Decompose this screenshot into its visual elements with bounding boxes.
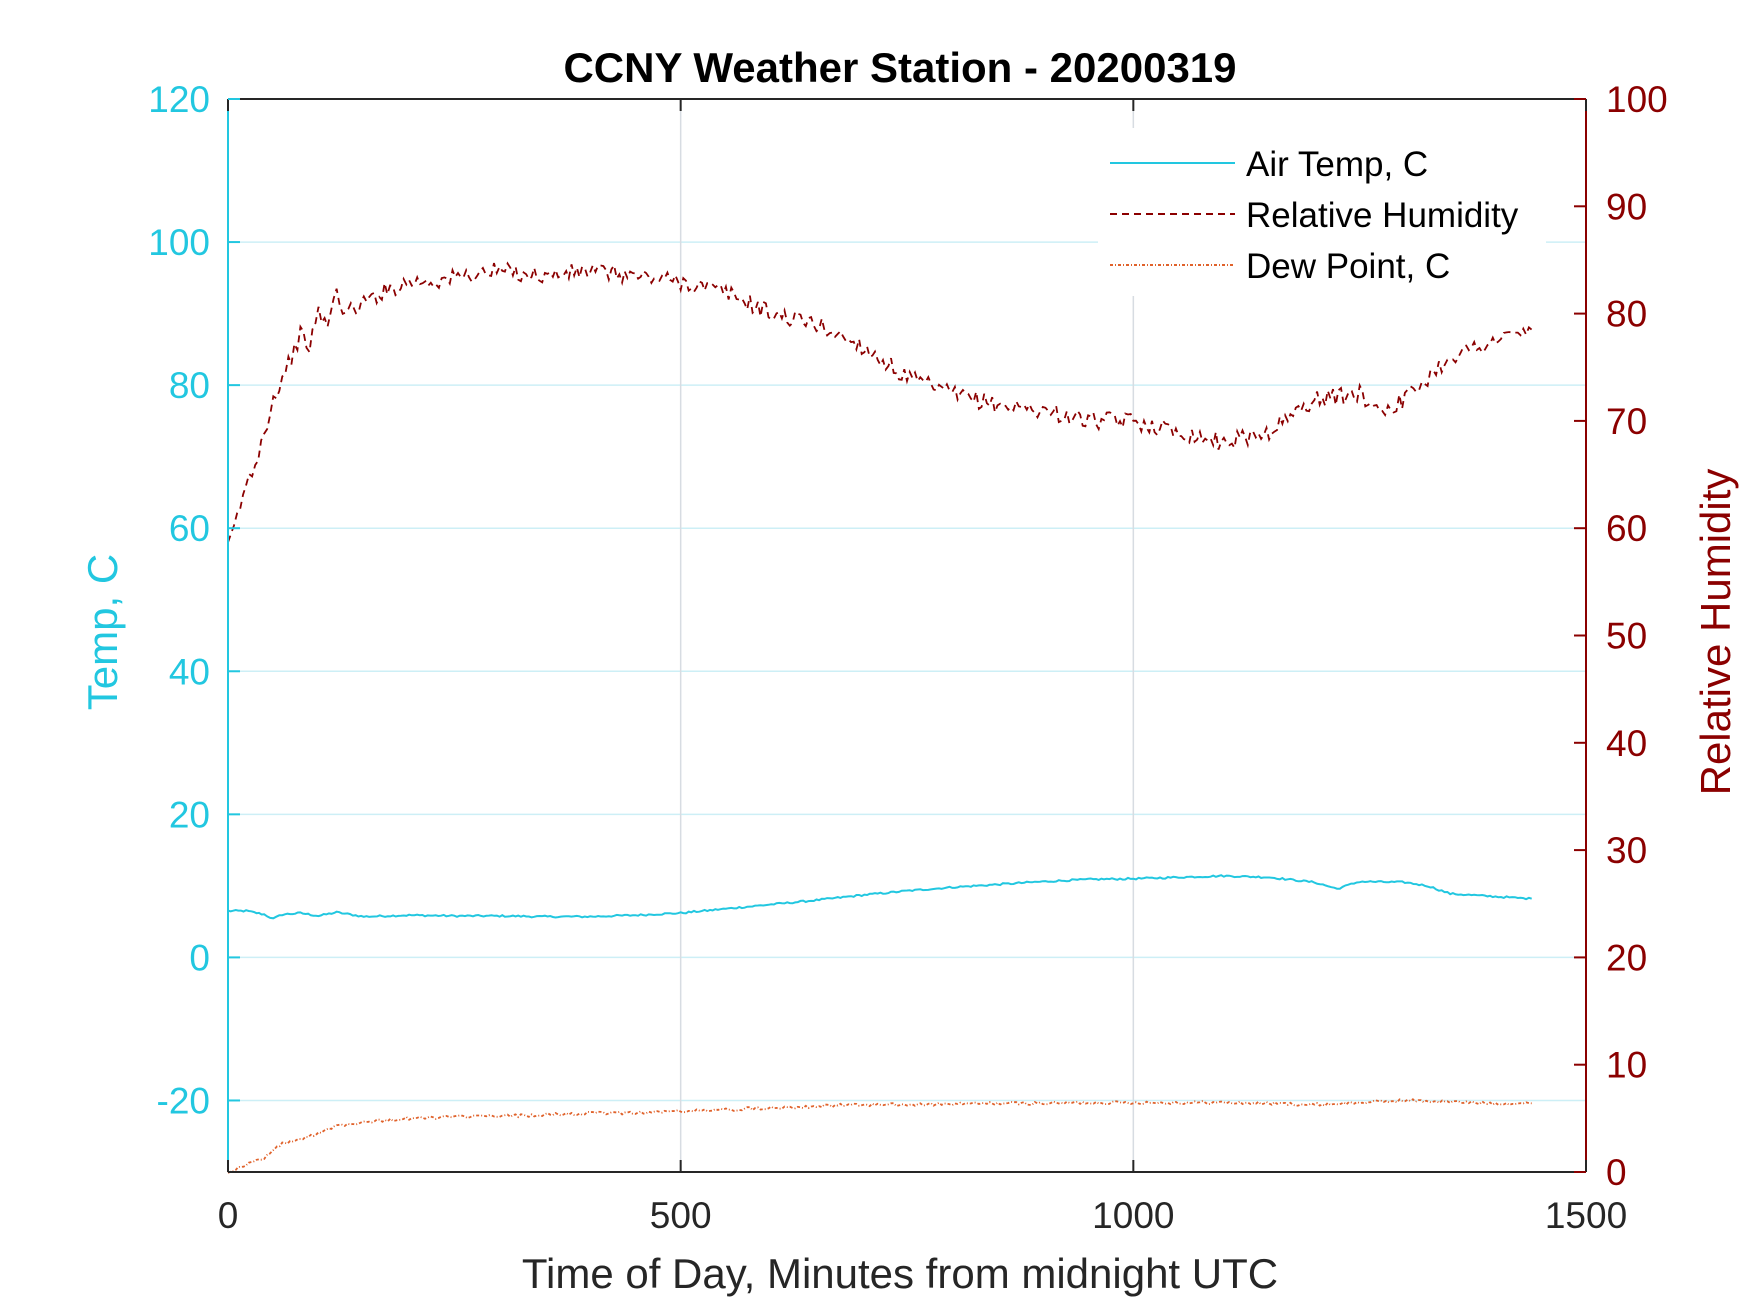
legend-label-air-temp: Air Temp, C: [1246, 145, 1428, 184]
legend-label-dew-point: Dew Point, C: [1246, 247, 1450, 286]
x-tick-label-2: 1000: [1092, 1195, 1174, 1236]
series-layer: [227, 261, 1533, 1174]
x-tick-label-0: 0: [218, 1195, 239, 1236]
y-right-tick-label-1: 10: [1606, 1045, 1647, 1086]
y-left-tick-label-1: 0: [189, 937, 210, 978]
y-right-tick-label-8: 80: [1606, 294, 1647, 335]
y-left-tick-label-2: 20: [169, 794, 210, 835]
legend: Air Temp, C Relative Humidity Dew Point,…: [1098, 128, 1546, 296]
y-right-tick-label-0: 0: [1606, 1152, 1627, 1193]
legend-label-relative-humidity: Relative Humidity: [1246, 196, 1519, 235]
y-right-tick-label-9: 90: [1606, 186, 1647, 227]
x-tick-label-3: 1500: [1545, 1195, 1627, 1236]
y-left-tick-label-3: 40: [169, 651, 210, 692]
y-right-tick-label-2: 20: [1606, 937, 1647, 978]
y-right-tick-label-10: 100: [1606, 79, 1668, 120]
chart-title: CCNY Weather Station - 20200319: [563, 44, 1236, 91]
series-line-2: [227, 1098, 1532, 1174]
y-left-tick-label-7: 120: [148, 79, 210, 120]
y-left-tick-label-4: 60: [169, 508, 210, 549]
series-line-0: [227, 874, 1533, 920]
x-tick-label-1: 500: [650, 1195, 712, 1236]
axis-layer: 0 500 1000 1500 -20 0 20 40 60 80 100 120 0 10 20 30 40 5…: [148, 79, 1667, 1236]
y-right-tick-label-6: 60: [1606, 508, 1647, 549]
y-right-tick-label-7: 70: [1606, 401, 1647, 442]
y-left-tick-label-0: -20: [157, 1080, 210, 1121]
y-right-axis-label: Relative Humidity: [1692, 469, 1739, 796]
x-axis-label: Time of Day, Minutes from midnight UTC: [522, 1250, 1278, 1297]
legend-box: [1098, 128, 1546, 296]
y-right-tick-label-4: 40: [1606, 723, 1647, 764]
y-right-tick-label-5: 50: [1606, 616, 1647, 657]
y-left-axis-label: Temp, C: [79, 554, 126, 710]
y-left-tick-label-6: 100: [148, 222, 210, 263]
y-left-tick-label-5: 80: [169, 365, 210, 406]
y-right-tick-label-3: 30: [1606, 830, 1647, 871]
